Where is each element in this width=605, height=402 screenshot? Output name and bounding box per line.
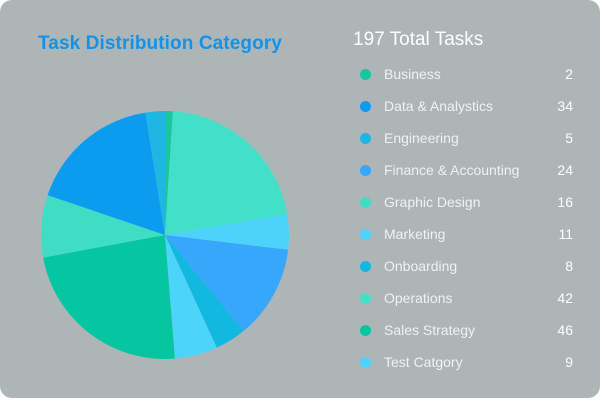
legend-marker bbox=[360, 357, 371, 368]
legend-label: Onboarding bbox=[384, 258, 458, 274]
legend-label: Business bbox=[384, 66, 441, 82]
legend-value: 11 bbox=[558, 226, 573, 242]
legend-item-test-catgory[interactable]: Test Catgory 9 bbox=[355, 346, 575, 378]
legend-value: 8 bbox=[565, 258, 573, 274]
legend-marker bbox=[360, 325, 371, 336]
legend-label: Marketing bbox=[384, 226, 446, 242]
legend-item-finance-and-accounting[interactable]: Finance & Accounting 24 bbox=[355, 154, 575, 186]
legend-item-graphic-design[interactable]: Graphic Design 16 bbox=[355, 186, 575, 218]
pie-slice-marketing[interactable] bbox=[165, 235, 217, 359]
pie-slice-onboarding[interactable] bbox=[165, 235, 244, 348]
pie-slice-test-catgory[interactable] bbox=[165, 214, 289, 250]
pie-slice-sales-strategy[interactable] bbox=[43, 235, 175, 360]
legend-marker bbox=[360, 101, 371, 112]
chart-legend: Business 2 Data & Analystics 34 Engineering 5… bbox=[355, 58, 575, 378]
legend-marker bbox=[360, 293, 371, 304]
legend-item-marketing[interactable]: Marketing 11 bbox=[355, 218, 575, 250]
legend-value: 16 bbox=[557, 194, 573, 210]
legend-item-engineering[interactable]: Engineering 5 bbox=[355, 122, 575, 154]
legend-marker bbox=[360, 261, 371, 272]
legend-item-onboarding[interactable]: Onboarding 8 bbox=[355, 250, 575, 282]
legend-label: Engineering bbox=[384, 130, 459, 146]
legend-value: 24 bbox=[557, 162, 573, 178]
legend-label: Graphic Design bbox=[384, 194, 481, 210]
legend-value: 46 bbox=[557, 322, 573, 338]
pie-slice-graphic-design[interactable] bbox=[41, 195, 165, 258]
legend-value: 42 bbox=[557, 290, 573, 306]
legend-item-data-and-analystics[interactable]: Data & Analystics 34 bbox=[355, 90, 575, 122]
legend-label: Operations bbox=[384, 290, 453, 306]
pie-chart bbox=[41, 110, 289, 360]
legend-value: 2 bbox=[565, 66, 573, 82]
legend-label: Test Catgory bbox=[384, 354, 463, 370]
legend-marker bbox=[360, 197, 371, 208]
legend-marker bbox=[360, 165, 371, 176]
legend-marker bbox=[360, 133, 371, 144]
legend-value: 34 bbox=[557, 98, 573, 114]
legend-label: Finance & Accounting bbox=[384, 162, 520, 178]
pie-slice-data-and-analystics[interactable] bbox=[47, 112, 165, 235]
legend-item-sales-strategy[interactable]: Sales Strategy 46 bbox=[355, 314, 575, 346]
chart-title: Task Distribution Category bbox=[38, 33, 283, 54]
pie-slice-engineering[interactable] bbox=[145, 111, 165, 235]
pie-slice-operations[interactable] bbox=[165, 111, 288, 235]
legend-marker bbox=[360, 229, 371, 240]
total-tasks-label: 197 Total Tasks bbox=[353, 29, 484, 50]
legend-value: 9 bbox=[565, 354, 573, 370]
legend-item-operations[interactable]: Operations 42 bbox=[355, 282, 575, 314]
pie-slice-finance-and-accounting[interactable] bbox=[165, 235, 289, 331]
legend-label: Data & Analystics bbox=[384, 98, 493, 114]
legend-value: 5 bbox=[565, 130, 573, 146]
legend-marker bbox=[360, 69, 371, 80]
legend-label: Sales Strategy bbox=[384, 322, 476, 338]
legend-item-business[interactable]: Business 2 bbox=[355, 58, 575, 90]
pie-slice-business[interactable] bbox=[165, 110, 173, 235]
